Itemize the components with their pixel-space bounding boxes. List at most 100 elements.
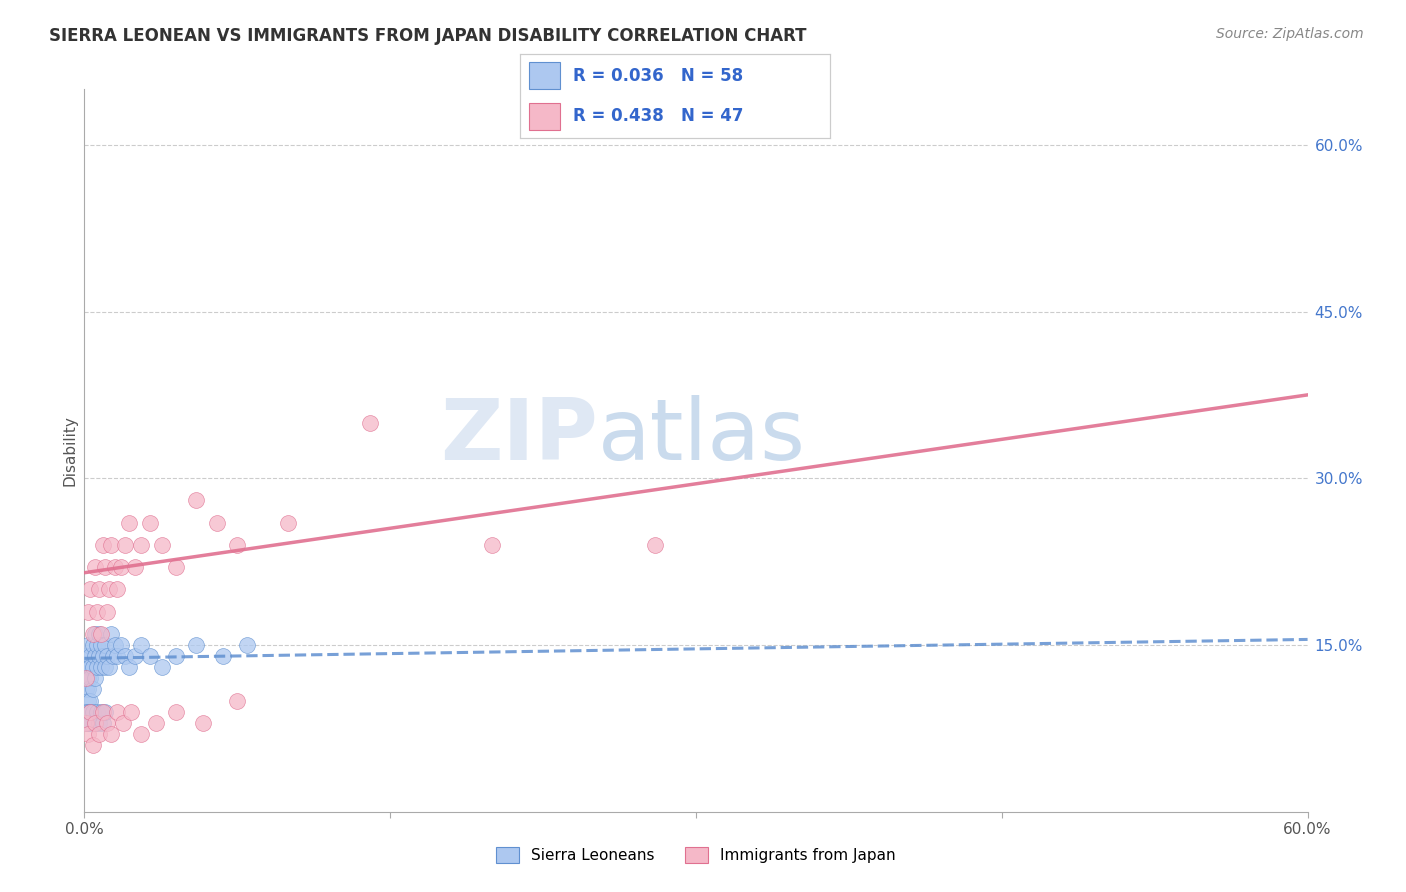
- Point: [79, 660, 101, 674]
- Point: [105, 582, 128, 597]
- Point: [236, 638, 259, 652]
- Point: [86, 705, 108, 719]
- Point: [82, 738, 104, 752]
- Point: [87, 627, 110, 641]
- Point: [114, 538, 136, 552]
- Point: [79, 693, 101, 707]
- Point: [96, 649, 118, 664]
- Point: [75, 671, 97, 685]
- Point: [77, 682, 100, 697]
- Point: [359, 416, 381, 430]
- Point: [97, 660, 120, 674]
- Point: [79, 649, 101, 664]
- Point: [77, 715, 100, 730]
- Point: [82, 638, 104, 652]
- Point: [93, 638, 115, 652]
- Point: [110, 560, 132, 574]
- Point: [112, 715, 135, 730]
- Point: [75, 705, 97, 719]
- Point: [93, 705, 115, 719]
- Point: [118, 516, 141, 530]
- Point: [124, 560, 146, 574]
- Point: [77, 705, 100, 719]
- Point: [87, 582, 110, 597]
- Text: ZIP: ZIP: [440, 394, 598, 477]
- Point: [77, 693, 100, 707]
- Point: [191, 715, 214, 730]
- Point: [165, 705, 187, 719]
- FancyBboxPatch shape: [530, 103, 561, 130]
- Point: [83, 715, 105, 730]
- Point: [91, 705, 114, 719]
- Point: [90, 627, 112, 641]
- Y-axis label: Disability: Disability: [62, 415, 77, 486]
- Text: Source: ZipAtlas.com: Source: ZipAtlas.com: [1216, 27, 1364, 41]
- Point: [75, 715, 97, 730]
- Point: [82, 682, 104, 697]
- Point: [75, 715, 97, 730]
- Point: [186, 493, 208, 508]
- Point: [114, 649, 136, 664]
- Point: [138, 516, 160, 530]
- Point: [93, 560, 115, 574]
- Text: SIERRA LEONEAN VS IMMIGRANTS FROM JAPAN DISABILITY CORRELATION CHART: SIERRA LEONEAN VS IMMIGRANTS FROM JAPAN …: [49, 27, 807, 45]
- Point: [83, 627, 105, 641]
- Text: R = 0.438   N = 47: R = 0.438 N = 47: [572, 107, 744, 125]
- Point: [91, 649, 114, 664]
- Point: [205, 516, 228, 530]
- Point: [90, 705, 112, 719]
- Point: [82, 705, 104, 719]
- Point: [79, 671, 101, 685]
- Point: [77, 727, 100, 741]
- Point: [86, 638, 108, 652]
- FancyBboxPatch shape: [530, 62, 561, 89]
- Point: [75, 660, 97, 674]
- Point: [110, 638, 132, 652]
- Point: [644, 538, 666, 552]
- Point: [226, 693, 249, 707]
- Point: [212, 649, 235, 664]
- Point: [145, 715, 167, 730]
- Point: [79, 705, 101, 719]
- Point: [105, 649, 128, 664]
- Point: [277, 516, 299, 530]
- Point: [75, 682, 97, 697]
- Point: [86, 660, 108, 674]
- Point: [77, 638, 100, 652]
- Point: [75, 671, 97, 685]
- Point: [90, 660, 112, 674]
- Point: [82, 660, 104, 674]
- Point: [100, 627, 122, 641]
- Point: [186, 638, 208, 652]
- Point: [83, 649, 105, 664]
- Point: [131, 538, 153, 552]
- Point: [481, 538, 503, 552]
- Point: [87, 715, 110, 730]
- Point: [77, 605, 100, 619]
- Point: [138, 649, 160, 664]
- Point: [91, 538, 114, 552]
- Point: [90, 638, 112, 652]
- Point: [93, 660, 115, 674]
- Point: [101, 649, 124, 664]
- Point: [86, 605, 108, 619]
- Point: [79, 705, 101, 719]
- Point: [100, 727, 122, 741]
- Point: [120, 705, 142, 719]
- Point: [100, 538, 122, 552]
- Point: [96, 605, 118, 619]
- Point: [131, 727, 153, 741]
- Legend: Sierra Leoneans, Immigrants from Japan: Sierra Leoneans, Immigrants from Japan: [489, 841, 903, 869]
- Point: [83, 671, 105, 685]
- Point: [150, 660, 173, 674]
- Point: [118, 660, 141, 674]
- Point: [75, 649, 97, 664]
- Point: [97, 582, 120, 597]
- Point: [226, 538, 249, 552]
- Point: [83, 715, 105, 730]
- Point: [91, 715, 114, 730]
- Point: [83, 560, 105, 574]
- Point: [131, 638, 153, 652]
- Point: [77, 660, 100, 674]
- Point: [165, 560, 187, 574]
